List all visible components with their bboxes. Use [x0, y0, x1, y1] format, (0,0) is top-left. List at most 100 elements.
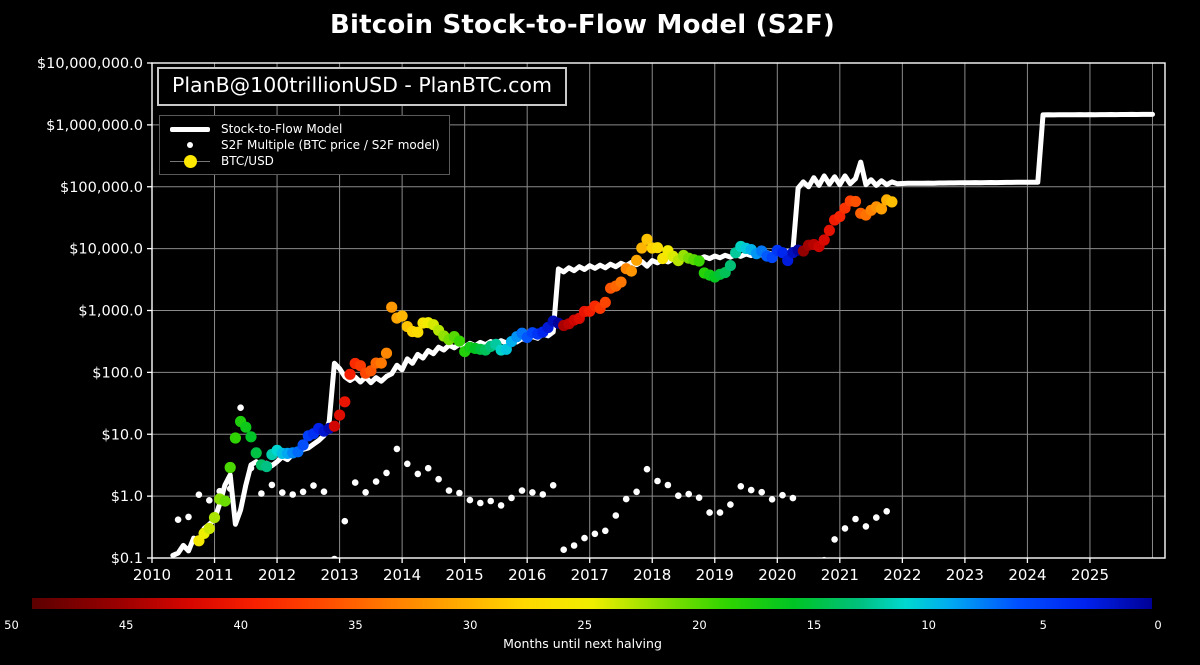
multiple-dot-swatch: [167, 142, 213, 148]
btc-usd-dot: [823, 224, 836, 236]
btc-usd-dot: [818, 234, 830, 246]
s2f-multiple-dot: [675, 492, 682, 500]
btc-usd-dot: [625, 265, 638, 277]
btc-usd-dot: [328, 420, 340, 432]
s2f-multiple-dot: [258, 490, 265, 497]
s2f-multiple-dot: [341, 517, 349, 525]
s2f-multiple-dot: [216, 487, 223, 495]
s2f-multiple-dot: [518, 487, 526, 494]
legend-label-btcusd: BTC/USD: [221, 154, 274, 168]
x-tick-label: 2021: [821, 566, 859, 584]
s2f-multiple-dot: [664, 481, 672, 489]
s2f-multiple-dot: [622, 495, 630, 503]
s2f-multiple-dot: [362, 489, 369, 496]
s2f-multiple-dot: [247, 464, 255, 472]
legend-item-multiple: S2F Multiple (BTC price / S2F model): [167, 137, 440, 153]
x-tick-label: 2019: [696, 566, 734, 584]
chart-title: Bitcoin Stock-to-Flow Model (S2F): [330, 10, 835, 40]
colorbar-tick-label: 15: [806, 618, 822, 632]
btc-usd-dot: [250, 447, 262, 459]
x-tick-label: 2020: [758, 566, 796, 584]
s2f-multiple-dot: [320, 488, 328, 496]
s2f-multiple-dot: [299, 488, 307, 496]
btc-usd-dot: [173, 571, 184, 582]
s2f-multiple-dot: [716, 509, 724, 516]
btc-usd-dot: [344, 368, 356, 380]
s2f-multiple-dot: [226, 485, 234, 493]
s2f-multiple-dot: [237, 404, 244, 412]
x-tick-label: 2015: [446, 566, 484, 584]
btc-usd-dot: [849, 195, 862, 208]
s2f-multiple-dot: [811, 560, 818, 567]
x-tick-label: 2017: [571, 566, 609, 584]
s2f-multiple-dot: [685, 490, 692, 498]
y-tick-label: $1,000,000.0: [46, 118, 143, 134]
colorbar-axis-label: Months until next halving: [503, 636, 662, 651]
colorbar-tick-label: 35: [348, 618, 363, 632]
s2f-multiple-dot: [268, 481, 276, 489]
colorbar-tick-label: 20: [692, 618, 707, 632]
x-tick-label: 2011: [195, 566, 233, 584]
halving-colorbar: [32, 598, 1152, 609]
btc-usd-dot: [183, 566, 194, 577]
colorbar-tick-label: 0: [1154, 618, 1162, 632]
s2f-multiple-dot: [539, 491, 547, 498]
s2f-multiple-dot: [883, 508, 890, 515]
y-tick-label: $100.0: [92, 365, 143, 381]
btc-usd-dot: [453, 335, 465, 347]
s2f-multiple-dot: [372, 478, 380, 485]
btc-usd-dot: [178, 566, 189, 577]
s2f-multiple-dots: [174, 404, 890, 569]
btc-usd-dot: [229, 432, 241, 444]
btc-usd-dot: [651, 242, 664, 254]
s2f-multiple-dot: [331, 555, 338, 558]
s2f-multiple-dot: [654, 477, 661, 485]
s2f-multiple-dot: [310, 482, 317, 489]
s2f-multiple-dot: [581, 534, 588, 542]
btc-usd-dot: [875, 203, 888, 215]
btc-usd-dot: [631, 254, 643, 266]
axis-ticks: [147, 62, 1091, 563]
s2f-multiple-dot: [747, 486, 755, 494]
model-line-swatch: [167, 126, 213, 132]
s2f-multiple-dot: [789, 494, 797, 502]
btc-usd-dot: [261, 461, 273, 473]
btc-dot-swatch: [167, 154, 213, 168]
s2f-multiple-dot: [779, 491, 786, 499]
btc-usd-dot: [386, 301, 398, 313]
btc-usd-dot: [375, 357, 387, 369]
s2f-multiple-dot: [174, 516, 182, 523]
legend-item-model: Stock-to-Flow Model: [167, 121, 440, 137]
s2f-multiple-dot: [737, 483, 745, 490]
x-tick-label: 2016: [508, 566, 546, 584]
s2f-multiple-dot: [404, 460, 411, 468]
btc-usd-dot: [412, 326, 424, 338]
s2f-multiple-dot: [602, 527, 609, 535]
colorbar-tick-label: 25: [577, 618, 593, 632]
btc-usd-dot: [834, 210, 846, 223]
s2f-multiple-dot: [768, 496, 776, 503]
y-tick-labels: $0.1 $1.0 $10.0 $100.0 $1,000.0 $10,000.0 $100…: [37, 56, 143, 567]
s2f-multiple-dot: [497, 502, 505, 509]
s2f-multiple-dot: [800, 562, 807, 569]
s2f-multiple-dot: [424, 464, 432, 472]
x-tick-label: 2022: [883, 566, 921, 584]
s2f-multiple-dot: [831, 536, 838, 543]
x-tick-label: 2014: [383, 566, 421, 584]
colorbar-tick-label: 40: [233, 618, 249, 632]
x-tick-label: 2025: [1071, 566, 1109, 584]
s2f-multiple-dot: [383, 469, 390, 477]
s2f-multiple-dot: [852, 515, 859, 523]
x-tick-label: 2018: [633, 566, 671, 584]
s2f-multiple-dot: [508, 494, 515, 502]
x-tick-labels: 2010 2011 2012 2013 2014 2015 2016 2017 2018 2019…: [133, 566, 1109, 584]
s2f-multiple-dot: [393, 445, 401, 453]
btc-usd-dot: [297, 439, 309, 451]
s2f-multiple-dot: [414, 470, 422, 478]
colorbar-tick-label: 5: [1039, 618, 1047, 632]
colorbar-tick-label: 50: [4, 618, 19, 632]
btc-usd-dot: [615, 276, 627, 288]
s2f-multiple-dot: [435, 475, 442, 483]
